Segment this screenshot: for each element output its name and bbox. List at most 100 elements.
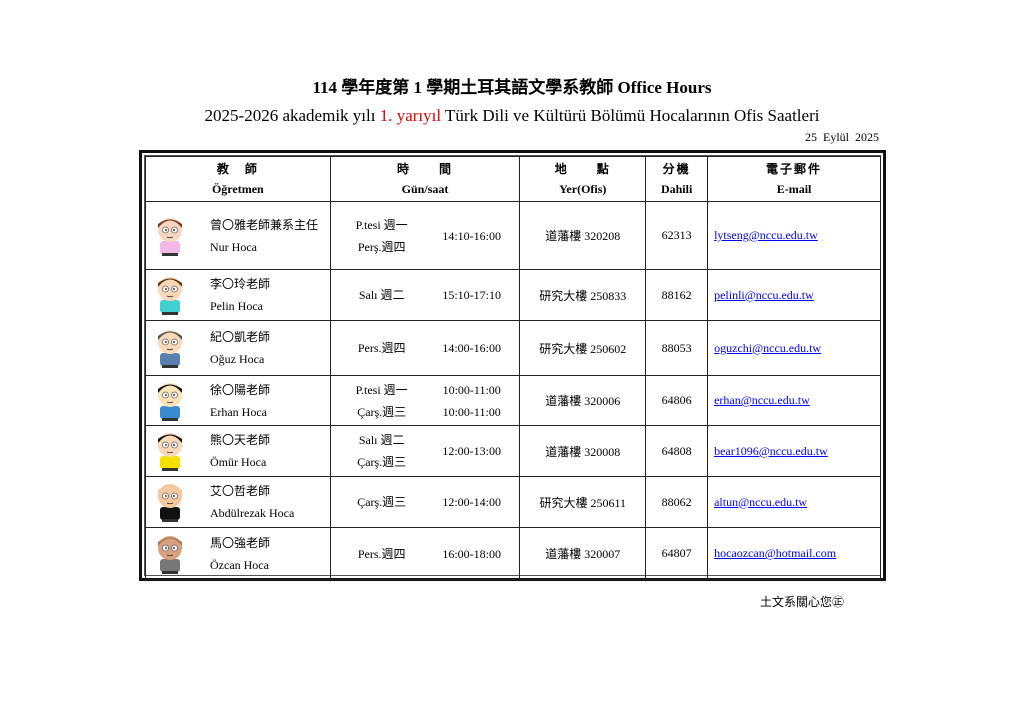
- time-cell: Pers.週四 16:00-18:00: [329, 527, 521, 580]
- email-cell: erhan@nccu.edu.tw: [707, 375, 881, 426]
- page-title: 114 學年度第 1 學期土耳其語文學系教師 Office Hours: [312, 78, 712, 97]
- extension-cell: 88062: [645, 476, 709, 528]
- office-hours-time: 10:00-11:00: [442, 404, 501, 419]
- email-cell: lytseng@nccu.edu.tw: [707, 201, 881, 270]
- office-cell: 道藩樓 320208: [519, 201, 647, 270]
- teacher-name-tr: Pelin Hoca: [210, 299, 263, 313]
- office-day: Çarş.週三: [357, 495, 407, 509]
- column-header-email: 電子郵件 E-mail: [707, 156, 881, 202]
- subtitle-text: 2025-2026 akademik yılı: [204, 106, 380, 125]
- header-tr: Gün/saat: [401, 182, 449, 196]
- teacher-cell: 李〇玲老師 Pelin Hoca: [145, 269, 331, 321]
- header-tr: Yer(Ofis): [559, 182, 607, 196]
- time-cell: P.tesi 週一 Perş.週四 14:10-16:00: [329, 201, 521, 270]
- office-hours-table: 教 師 Öğretmen 時 間 Gün/saat 地 點 Yer(Ofis) 分機 Dahi…: [145, 156, 881, 580]
- office-day: Pers.週四: [357, 546, 406, 561]
- teacher-cell: 馬〇強老師 Özcan Hoca: [145, 527, 331, 580]
- page-subtitle: 2025-2026 akademik yılı 1. yarıyıl Türk …: [0, 106, 1024, 126]
- teacher-cell: 曾〇雅老師兼系主任 Nur Hoca: [145, 201, 331, 270]
- table-row: 徐〇陽老師 Erhan Hoca P.tesi 週一 Çarş.週三 10:00-11…: [145, 375, 881, 426]
- teacher-name-zh: 曾〇雅老師兼系主任: [210, 217, 319, 232]
- office-day: Perş.週四: [357, 239, 406, 254]
- subtitle-text: Türk Dili ve Kültürü Bölümü Hocalarının …: [441, 106, 820, 125]
- header-zh: 電子郵件: [766, 162, 823, 176]
- header-tr: E-mail: [776, 182, 812, 196]
- office-hours-time: 12:00-13:00: [442, 444, 502, 458]
- extension-cell: 64807: [645, 527, 709, 580]
- column-header-office: 地 點 Yer(Ofis): [519, 156, 647, 202]
- footer-note: 土文系關心您㊣: [760, 595, 845, 609]
- date: 25 Eylül 2025: [805, 130, 879, 144]
- extension-cell: 62313: [645, 201, 709, 270]
- email-link[interactable]: pelinli@nccu.edu.tw: [714, 287, 814, 302]
- header-zh: 分機: [662, 162, 691, 176]
- teacher-cell: 徐〇陽老師 Erhan Hoca: [145, 375, 331, 426]
- table-row: 艾〇哲老師 Abdülrezak Hoca Çarş.週三 12:00-14:00 …: [145, 476, 881, 528]
- table-row: 曾〇雅老師兼系主任 Nur Hoca P.tesi 週一 Perş.週四 14:10-…: [145, 201, 881, 270]
- teacher-name-zh: 熊〇天老師: [210, 433, 271, 447]
- teacher-avatar-icon: [158, 217, 182, 256]
- office-hours-table-frame: 教 師 Öğretmen 時 間 Gün/saat 地 點 Yer(Ofis) 分機 Dahi…: [139, 150, 886, 581]
- email-cell: hocaozcan@hotmail.com: [707, 527, 881, 580]
- teacher-name-zh: 徐〇陽老師: [210, 382, 271, 397]
- email-cell: bear1096@nccu.edu.tw: [707, 425, 881, 477]
- email-link[interactable]: hocaozcan@hotmail.com: [714, 546, 837, 560]
- teacher-name-zh: 艾〇哲老師: [210, 484, 271, 498]
- table-row: 李〇玲老師 Pelin Hoca Salı 週二 15:10-17:10 研究大樓 …: [145, 269, 881, 321]
- teacher-avatar-icon: [158, 433, 182, 471]
- office-hours-time: 12:00-14:00: [442, 495, 502, 509]
- semester-highlight: 1. yarıyıl: [379, 106, 442, 125]
- office-day: P.tesi 週一: [355, 382, 408, 397]
- email-cell: oguzchi@nccu.edu.tw: [707, 320, 881, 376]
- office-hours-time: 16:00-18:00: [442, 546, 502, 561]
- teacher-name-tr: Erhan Hoca: [210, 404, 267, 419]
- teacher-name-zh: 馬〇強老師: [210, 535, 271, 550]
- table-row: 熊〇天老師 Ömür Hoca Salı 週二 Çarş.週三 12:00-13:00…: [145, 425, 881, 477]
- extension-cell: 64806: [645, 375, 709, 426]
- teacher-name-tr: Oğuz Hoca: [210, 352, 265, 366]
- teacher-name-tr: Abdülrezak Hoca: [210, 506, 295, 520]
- email-cell: altun@nccu.edu.tw: [707, 476, 881, 528]
- email-link[interactable]: oguzchi@nccu.edu.tw: [714, 340, 822, 355]
- office-cell: 研究大樓 250602: [519, 320, 647, 376]
- time-cell: P.tesi 週一 Çarş.週三 10:00-11:00 10:00-11:00: [329, 375, 521, 426]
- time-cell: Çarş.週三 12:00-14:00: [329, 476, 521, 528]
- column-header-extension: 分機 Dahili: [645, 156, 709, 202]
- office-hours-time: 14:10-16:00: [442, 228, 502, 243]
- teacher-name-tr: Ömür Hoca: [210, 455, 267, 469]
- office-cell: 道藩樓 320006: [519, 375, 647, 426]
- header-zh: 地 點: [554, 162, 611, 176]
- table-row: 馬〇強老師 Özcan Hoca Pers.週四 16:00-18:00 道藩樓 3…: [145, 527, 881, 580]
- email-link[interactable]: erhan@nccu.edu.tw: [714, 393, 810, 407]
- office-cell: 道藩樓 320007: [519, 527, 647, 580]
- column-header-time: 時 間 Gün/saat: [329, 156, 521, 202]
- header-tr: Dahili: [660, 182, 693, 196]
- table-row: 紀〇凱老師 Oğuz Hoca Pers.週四 14:00-16:00 研究大樓 2…: [145, 320, 881, 376]
- header-zh: 教 師: [216, 162, 259, 176]
- extension-cell: 88162: [645, 269, 709, 321]
- teacher-avatar-icon: [158, 277, 182, 315]
- teacher-cell: 紀〇凱老師 Oğuz Hoca: [145, 320, 331, 376]
- email-link[interactable]: bear1096@nccu.edu.tw: [714, 443, 828, 458]
- teacher-name-tr: Özcan Hoca: [210, 557, 269, 572]
- teacher-name-zh: 李〇玲老師: [210, 277, 271, 291]
- office-hours-time: 10:00-11:00: [442, 382, 501, 397]
- teacher-avatar-icon: [158, 330, 182, 368]
- time-cell: Pers.週四 14:00-16:00: [329, 320, 521, 376]
- table-header-row: 教 師 Öğretmen 時 間 Gün/saat 地 點 Yer(Ofis) 分機 Dahi…: [145, 156, 881, 202]
- office-day: Salı 週二: [358, 433, 405, 447]
- email-link[interactable]: lytseng@nccu.edu.tw: [714, 228, 818, 242]
- office-day: Salı 週二: [358, 288, 405, 302]
- time-cell: Salı 週二 Çarş.週三 12:00-13:00: [329, 425, 521, 477]
- extension-cell: 88053: [645, 320, 709, 376]
- teacher-avatar-icon: [158, 535, 182, 574]
- office-cell: 研究大樓 250833: [519, 269, 647, 321]
- column-header-teacher: 教 師 Öğretmen: [145, 156, 331, 202]
- teacher-name-zh: 紀〇凱老師: [210, 330, 271, 344]
- office-day: Çarş.週三: [357, 404, 407, 419]
- extension-cell: 64808: [645, 425, 709, 477]
- email-cell: pelinli@nccu.edu.tw: [707, 269, 881, 321]
- office-day: Çarş.週三: [357, 455, 407, 469]
- teacher-cell: 艾〇哲老師 Abdülrezak Hoca: [145, 476, 331, 528]
- email-link[interactable]: altun@nccu.edu.tw: [714, 494, 808, 509]
